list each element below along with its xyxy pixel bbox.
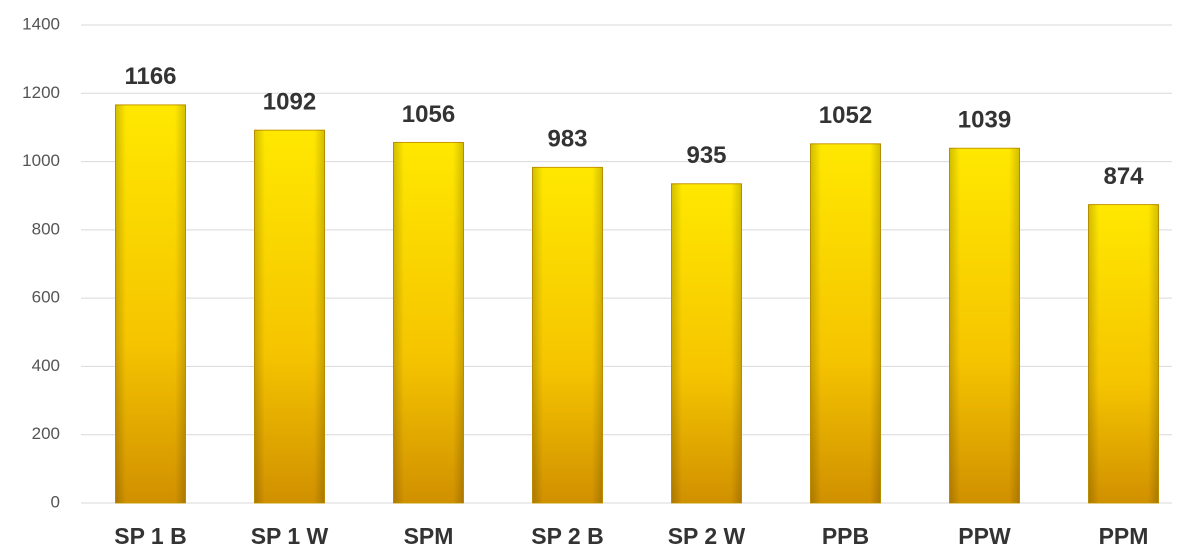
y-tick-label: 200 — [32, 424, 60, 443]
bar — [532, 166, 603, 504]
y-tick-label: 1000 — [22, 151, 60, 170]
x-tick-label: PPW — [958, 523, 1011, 549]
bar — [1088, 204, 1159, 504]
y-tick-label: 600 — [32, 288, 60, 307]
value-label: 1039 — [958, 107, 1011, 134]
x-tick-label: SPM — [404, 523, 454, 549]
bar — [393, 141, 464, 504]
value-label: 1052 — [819, 102, 872, 129]
value-label: 1056 — [402, 101, 455, 128]
y-tick-label: 1200 — [22, 83, 60, 102]
value-label: 1092 — [263, 89, 316, 116]
bar — [949, 147, 1020, 504]
bar — [810, 143, 881, 504]
bar — [671, 183, 742, 504]
y-tick-label: 0 — [51, 492, 60, 511]
y-tick-label: 400 — [32, 356, 60, 375]
x-tick-label: PPM — [1099, 523, 1149, 549]
x-tick-label: SP 2 W — [668, 523, 746, 549]
value-label: 1166 — [124, 63, 176, 90]
x-tick-label: PPB — [822, 523, 869, 549]
y-tick-label: 800 — [32, 219, 60, 238]
value-label: 874 — [1103, 163, 1144, 190]
x-tick-label: SP 2 B — [531, 523, 603, 549]
y-tick-label: 1400 — [22, 14, 60, 33]
value-label: 935 — [686, 142, 726, 169]
x-tick-label: SP 1 W — [251, 523, 329, 549]
bar — [254, 129, 325, 504]
x-tick-label: SP 1 B — [114, 523, 186, 549]
value-label: 983 — [547, 126, 587, 153]
bar — [115, 104, 186, 504]
